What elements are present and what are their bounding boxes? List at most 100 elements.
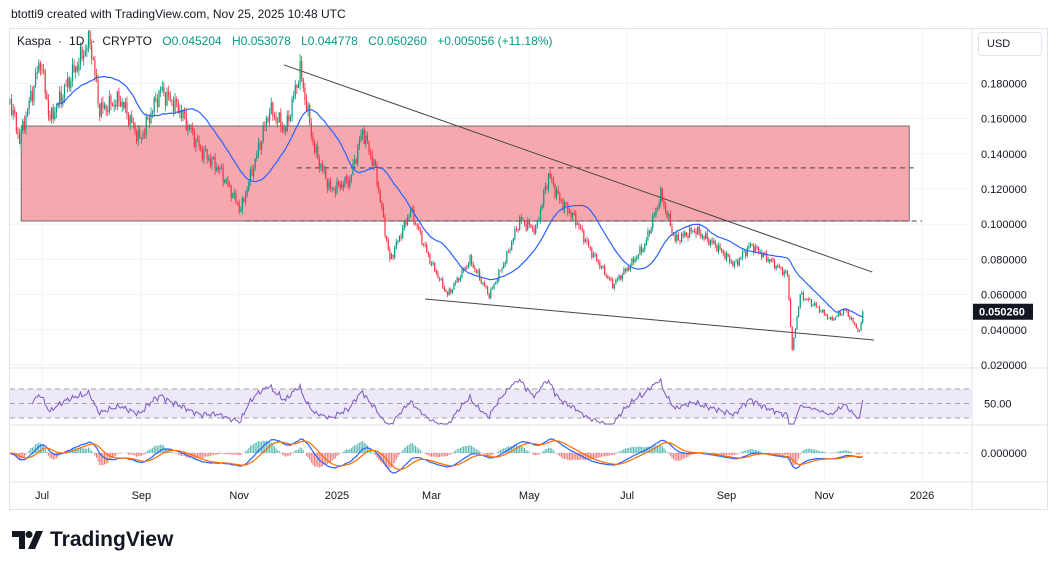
candle bbox=[426, 242, 428, 253]
candle-body bbox=[482, 282, 484, 284]
candle-body bbox=[636, 257, 638, 260]
candle bbox=[220, 163, 223, 170]
candle bbox=[212, 156, 215, 160]
candle bbox=[336, 177, 338, 195]
candle bbox=[289, 114, 292, 123]
symbol-name[interactable]: Kaspa bbox=[17, 34, 52, 48]
candle bbox=[459, 275, 461, 282]
candle bbox=[278, 112, 280, 123]
candle bbox=[323, 164, 325, 175]
candle bbox=[119, 95, 122, 108]
candle-body bbox=[254, 158, 256, 169]
candle bbox=[697, 226, 699, 235]
candle bbox=[737, 258, 739, 268]
candle bbox=[329, 177, 332, 192]
candle-body bbox=[834, 316, 837, 319]
candle-body bbox=[676, 234, 678, 241]
price-axis: 0.180000 0.160000 0.140000 0.120000 0.100000… bbox=[973, 78, 1033, 460]
candle bbox=[655, 207, 657, 218]
candle bbox=[49, 110, 51, 122]
candle bbox=[507, 248, 510, 253]
candle-body bbox=[697, 227, 699, 235]
candle-body bbox=[645, 239, 647, 244]
candle-body bbox=[261, 141, 263, 150]
candle-body bbox=[79, 46, 82, 65]
candle-body bbox=[251, 169, 253, 177]
candle bbox=[482, 282, 484, 286]
candle-body bbox=[504, 262, 506, 265]
candle-body bbox=[551, 178, 553, 180]
candle-body bbox=[17, 131, 19, 134]
candle bbox=[719, 242, 721, 251]
candle bbox=[661, 187, 663, 202]
candle-body bbox=[783, 272, 785, 276]
candle-body bbox=[203, 151, 205, 160]
candle bbox=[353, 155, 356, 168]
candle-body bbox=[161, 87, 163, 90]
candle-body bbox=[711, 240, 713, 243]
candle-body bbox=[512, 238, 514, 242]
candle bbox=[652, 212, 654, 232]
candle-body bbox=[110, 95, 112, 105]
candle bbox=[519, 215, 521, 231]
candle bbox=[129, 113, 131, 131]
candle bbox=[785, 268, 787, 274]
candle-body bbox=[754, 246, 756, 253]
candle bbox=[528, 218, 530, 228]
candle-body bbox=[413, 209, 415, 224]
candle bbox=[676, 231, 678, 244]
candle-body bbox=[220, 167, 223, 169]
candle bbox=[236, 201, 239, 206]
candle-body bbox=[374, 160, 377, 166]
candle bbox=[679, 239, 681, 245]
candle bbox=[23, 115, 25, 134]
candle bbox=[589, 246, 591, 252]
candle-body bbox=[389, 249, 391, 260]
candle bbox=[421, 230, 423, 246]
candle-body bbox=[382, 207, 385, 217]
resistance-zone[interactable] bbox=[20, 125, 910, 222]
candle-body bbox=[81, 46, 83, 59]
candle bbox=[525, 221, 527, 232]
candle-body bbox=[847, 310, 849, 317]
candle-body bbox=[555, 190, 558, 197]
candle bbox=[86, 44, 88, 58]
candle-body bbox=[517, 229, 519, 231]
candle bbox=[312, 131, 314, 146]
candle-body bbox=[689, 228, 691, 238]
candle-body bbox=[477, 270, 479, 273]
candle bbox=[97, 74, 99, 108]
candle bbox=[573, 209, 575, 216]
candle-body bbox=[296, 85, 298, 88]
candle bbox=[724, 250, 726, 260]
candle bbox=[200, 144, 202, 152]
candle-body bbox=[408, 216, 410, 219]
candle-body bbox=[139, 130, 141, 139]
candle-body bbox=[592, 254, 595, 258]
candle-body bbox=[344, 176, 346, 188]
currency-button[interactable]: USD bbox=[978, 32, 1042, 56]
candle-body bbox=[523, 219, 526, 224]
candle-body bbox=[507, 251, 510, 252]
rsi-pane bbox=[10, 377, 972, 425]
candle bbox=[636, 255, 638, 262]
candle-body bbox=[519, 217, 521, 230]
candle bbox=[437, 270, 439, 279]
price-tick-label: 0.180000 bbox=[981, 78, 1027, 90]
candle-body bbox=[690, 228, 692, 232]
candle bbox=[687, 233, 689, 241]
candle bbox=[25, 111, 27, 135]
candle-body bbox=[708, 238, 710, 245]
candle bbox=[491, 285, 494, 290]
candle-body bbox=[453, 283, 455, 290]
candle bbox=[442, 276, 444, 290]
candle bbox=[583, 229, 585, 246]
candle bbox=[304, 82, 306, 106]
candle bbox=[815, 301, 817, 309]
candle bbox=[684, 230, 686, 239]
ohlc-close: C0.050260 bbox=[368, 34, 427, 48]
candle-body bbox=[498, 270, 500, 281]
candle-body bbox=[737, 261, 739, 265]
exchange: CRYPTO bbox=[102, 34, 152, 48]
